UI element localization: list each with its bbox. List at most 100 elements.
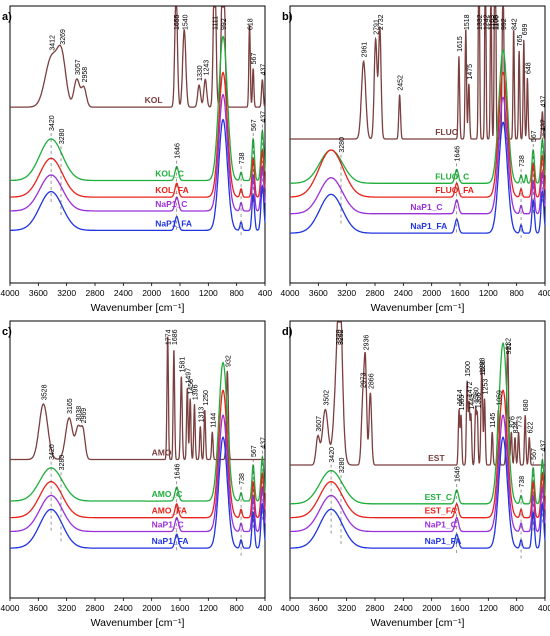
peak-label: 3420: [49, 444, 56, 460]
peak-label: 3528: [41, 384, 48, 400]
peak-label: 1242: [483, 14, 490, 30]
panel-4: d) 4000 3600 3200 2800 2400 2000 1600 1200 800 400…: [281, 320, 550, 629]
peak-label: 1497: [185, 368, 192, 384]
x-axis-label: Wavenumber [cm⁻¹]: [91, 302, 185, 314]
peak-label: 1472: [467, 381, 474, 397]
peak-label: 1540: [182, 14, 189, 30]
series-line-kol: [10, 6, 266, 108]
peak-label: 622: [527, 422, 534, 434]
series-label: KOL: [145, 95, 163, 105]
peak-label: 437: [260, 111, 267, 123]
peak-label: 1243: [203, 60, 210, 76]
peak-label: 932: [505, 338, 512, 350]
peak-label: 3607: [316, 416, 323, 432]
x-tick-label: 3200: [57, 288, 76, 298]
peak-label: 567: [531, 448, 538, 460]
peak-label: 3420: [49, 115, 56, 131]
peak-label: 1145: [490, 413, 497, 428]
x-tick-label: 1600: [171, 603, 190, 613]
peak-label: 773: [517, 416, 524, 428]
x-tick-label: 400: [258, 603, 272, 613]
series-line-kol-c: [9, 35, 266, 182]
x-tick-label: 3200: [57, 603, 76, 613]
peak-label: 3038: [76, 406, 83, 422]
peak-label: 1614: [457, 389, 464, 405]
x-tick-label: 2000: [422, 288, 441, 298]
series-label: EST_C: [425, 492, 452, 502]
peak-label: 1108: [493, 15, 500, 30]
peak-label: 1380: [474, 387, 481, 403]
peak-label: 876: [509, 416, 516, 428]
x-axis-label: Wavenumber [cm⁻¹]: [371, 302, 465, 314]
x-tick-label: 1600: [451, 288, 470, 298]
peak-label: 699: [522, 23, 529, 35]
x-tick-label: 4000: [1, 603, 20, 613]
series-line-nap1-c: [10, 93, 266, 212]
series-label: NaP1_FA: [155, 218, 192, 228]
peak-label: 567: [531, 130, 538, 142]
peak-label: 3502: [323, 390, 330, 406]
series-line-kol-fa: [10, 71, 266, 198]
x-tick-label: 4000: [1, 288, 20, 298]
x-tick-label: 4000: [281, 288, 300, 298]
peak-label: 2866: [368, 373, 375, 389]
series-label: NaP1_FA: [425, 536, 462, 546]
series-line-est-c: [290, 342, 546, 505]
peak-label: 1332: [477, 14, 484, 30]
peak-label: 1518: [464, 14, 471, 30]
series-label: NaP1_FA: [152, 536, 189, 546]
peak-label: 618: [248, 18, 255, 30]
peak-label: 1111: [213, 16, 220, 30]
peak-label: 738: [519, 476, 526, 488]
panel-label: c): [2, 326, 12, 338]
x-tick-label: 3600: [309, 603, 328, 613]
peak-label: 1250: [203, 390, 210, 406]
x-tick-label: 800: [510, 603, 524, 613]
peak-label: 3165: [67, 398, 74, 414]
peak-label: 680: [523, 399, 530, 411]
x-tick-label: 3600: [29, 288, 48, 298]
x-tick-label: 3600: [309, 288, 328, 298]
series-label: EST: [428, 453, 445, 463]
panel-label: d): [282, 326, 293, 338]
peak-label: 1396: [192, 384, 199, 400]
peak-label: 1298: [479, 357, 486, 373]
x-tick-label: 2800: [86, 288, 105, 298]
plot-frame: [289, 5, 546, 284]
peak-label: 1059: [496, 390, 503, 406]
x-axis-label: Wavenumber [cm⁻¹]: [91, 617, 185, 629]
x-tick-label: 1200: [479, 288, 498, 298]
peak-label: 2958: [82, 67, 89, 83]
peak-label: 1615: [457, 36, 464, 52]
series-line-nap1-fa: [10, 118, 266, 232]
series-line-amo: [10, 336, 265, 461]
peak-label: 3280: [59, 455, 66, 471]
peak-label: 437: [540, 440, 547, 452]
peak-label: 437: [540, 95, 547, 107]
series-label: KOL_FA: [155, 185, 189, 195]
x-tick-label: 1200: [199, 288, 218, 298]
peak-label: 2936: [363, 335, 370, 351]
peak-label: 2973: [361, 372, 368, 388]
peak-label: 1475: [467, 64, 474, 80]
peak-label: 738: [239, 152, 246, 164]
series-line-amo-c: [10, 361, 266, 502]
panel-3: c) 4000 3600 3200 2800 2400 2000 1600 1200 800 400…: [1, 320, 272, 629]
peak-label: 921: [506, 343, 513, 355]
peak-label: 992: [221, 18, 228, 30]
x-tick-label: 2800: [86, 603, 105, 613]
peak-label: 1286: [480, 360, 487, 376]
peak-label: 3280: [339, 457, 346, 473]
x-tick-label: 2000: [142, 288, 161, 298]
plot-frame: [9, 5, 266, 284]
peak-label: 1144: [210, 413, 217, 428]
peak-label: 1581: [179, 357, 186, 373]
x-tick-label: 2000: [142, 603, 161, 613]
x-tick-label: 3600: [29, 603, 48, 613]
x-tick-label: 400: [538, 288, 550, 298]
peak-label: 1585: [459, 395, 466, 411]
peak-label: 3320: [336, 329, 343, 345]
x-tick-label: 3200: [337, 288, 356, 298]
x-tick-label: 3200: [337, 603, 356, 613]
